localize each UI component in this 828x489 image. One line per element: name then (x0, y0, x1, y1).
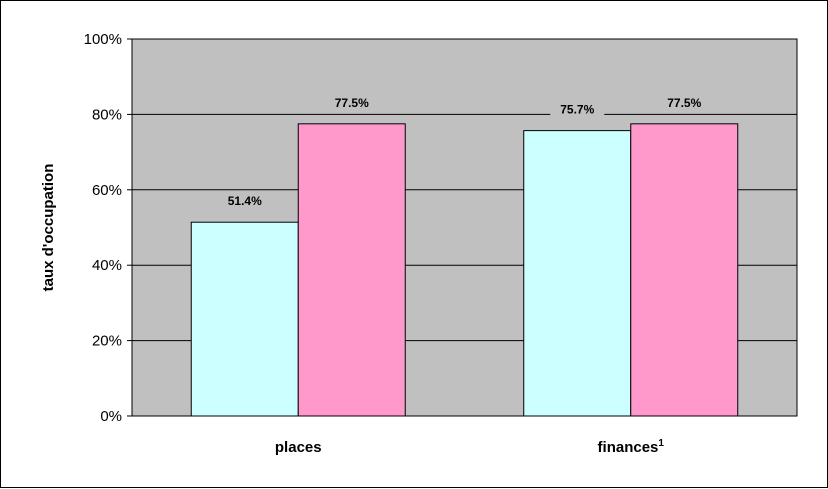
y-tick-label: 100% (84, 31, 122, 48)
data-label: 77.5% (667, 96, 701, 110)
y-tick-label: 60% (92, 182, 122, 199)
x-axis-categories: places finances1 (275, 438, 665, 456)
category-label: finances1 (598, 438, 665, 456)
y-tick-label: 0% (100, 408, 122, 425)
data-label-bg (550, 100, 605, 119)
bars (190, 123, 739, 417)
data-label-bg (217, 192, 272, 211)
bar (523, 130, 632, 417)
data-labels: 51.4% 77.5% 75.7% 77.5% (217, 93, 712, 211)
data-label-bg (657, 93, 712, 112)
data-label: 77.5% (335, 96, 369, 110)
bar (297, 123, 406, 417)
y-tick-label: 20% (92, 333, 122, 350)
y-tick-label: 40% (92, 257, 122, 274)
data-label: 51.4% (228, 194, 262, 208)
footnote-marker: 1 (658, 438, 664, 449)
category-label: places (275, 439, 322, 456)
data-label: 75.7% (560, 103, 594, 117)
y-axis-ticks: 0% 20% 40% 60% 80% 100% (84, 31, 132, 425)
data-label-bg (324, 93, 379, 112)
y-tick-label: 80% (92, 106, 122, 123)
bar (190, 221, 299, 417)
bar (630, 123, 739, 417)
y-axis-label: taux d'occupation (40, 164, 57, 292)
